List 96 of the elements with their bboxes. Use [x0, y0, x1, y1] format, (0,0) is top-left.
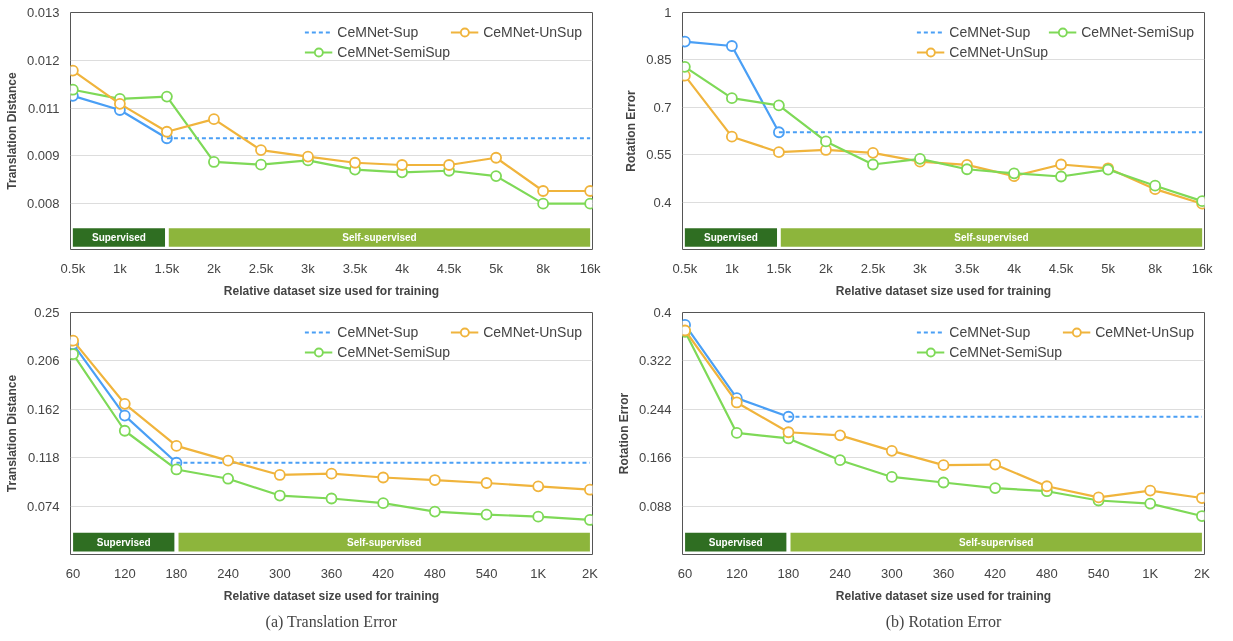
band-label: Self-supervised — [958, 536, 1034, 548]
x-tick-label: 180 — [165, 565, 188, 581]
y-axis-title: Rotation Error — [624, 90, 639, 172]
y-tick-label: 0.7 — [653, 99, 672, 115]
y-tick-label: 0.4 — [653, 305, 672, 320]
legend-label: CeMNet-UnSup — [1095, 324, 1194, 340]
x-tick-label: 480 — [1036, 565, 1058, 581]
y-tick-label: 0.55 — [646, 147, 672, 163]
x-tick-label: 120 — [113, 565, 136, 581]
y-tick-label: 0.162 — [26, 401, 60, 417]
x-tick-label: 3.5k — [342, 260, 368, 276]
x-tick-label: 2.5k — [248, 260, 274, 276]
x-tick-label: 3k — [301, 260, 316, 276]
x-tick-label: 420 — [372, 565, 395, 581]
y-tick-label: 0.118 — [27, 450, 60, 466]
x-tick-label: 0.5k — [60, 260, 86, 276]
text: (a) Translation Error — [265, 612, 398, 631]
band-label: Self-supervised — [342, 231, 417, 243]
x-tick-label: 1.5k — [766, 260, 792, 276]
y-tick-label: 0.25 — [34, 305, 60, 320]
x-tick-label: 3k — [913, 260, 928, 276]
y-tick-label: 0.166 — [638, 450, 672, 466]
x-tick-label: 2K — [1193, 565, 1211, 581]
legend-label: CeMNet-UnSup — [483, 24, 582, 40]
legend-label: CeMNet-SemiSup — [337, 344, 451, 360]
x-tick-label: 300 — [268, 565, 291, 581]
x-axis-title: Relative dataset size used for training — [223, 588, 440, 603]
x-tick-label: 2k — [819, 260, 834, 276]
legend-label: CeMNet-Sup — [949, 24, 1031, 40]
y-tick-label: 0.011 — [27, 100, 60, 116]
y-tick-label: 0.4 — [653, 194, 672, 210]
x-tick-label: 240 — [829, 565, 851, 581]
text: (b) Rotation Error — [885, 612, 1002, 631]
x-tick-label: 420 — [984, 565, 1007, 581]
x-tick-label: 1k — [725, 260, 740, 276]
x-tick-label: 60 — [65, 565, 81, 581]
x-tick-label: 8k — [1148, 260, 1163, 276]
x-tick-label: 540 — [475, 565, 498, 581]
x-tick-label: 4.5k — [1048, 260, 1074, 276]
x-tick-label: 2.5k — [860, 260, 886, 276]
legend-label: CeMNet-Sup — [337, 24, 419, 40]
y-tick-label: 0.322 — [638, 353, 672, 369]
legend-label: CeMNet-SemiSup — [949, 344, 1063, 360]
y-axis-title: Translation Distance — [4, 71, 19, 190]
x-tick-label: 180 — [777, 565, 800, 581]
x-tick-label: 16k — [1191, 260, 1214, 276]
y-tick-label: 0.013 — [26, 5, 60, 20]
y-tick-label: 0.85 — [646, 52, 672, 68]
band-label: Supervised — [96, 536, 151, 548]
band-label: Supervised — [91, 231, 146, 243]
x-axis-title: Relative dataset size used for training — [835, 588, 1052, 603]
x-tick-label: 3.5k — [954, 260, 980, 276]
band-label: Supervised — [703, 231, 758, 243]
x-axis-title: Relative dataset size used for training — [835, 283, 1052, 298]
y-tick-label: 0.009 — [26, 148, 60, 164]
legend-label: CeMNet-UnSup — [949, 44, 1049, 60]
y-tick-label: 1 — [664, 5, 672, 20]
y-tick-label: 0.244 — [638, 401, 672, 417]
legend-label: CeMNet-SemiSup — [1081, 24, 1194, 40]
x-tick-label: 480 — [424, 565, 446, 581]
x-tick-label: 16k — [579, 260, 602, 276]
y-tick-label: 0.088 — [638, 498, 672, 514]
legend-label: CeMNet-SemiSup — [337, 44, 451, 60]
x-axis-title: Relative dataset size used for training — [223, 283, 440, 298]
x-tick-label: 1k — [113, 260, 128, 276]
y-tick-label: 0.206 — [26, 353, 60, 369]
x-tick-label: 4.5k — [436, 260, 462, 276]
legend-label: CeMNet-Sup — [949, 324, 1031, 340]
y-axis-title: Translation Distance — [4, 374, 19, 493]
x-tick-label: 2k — [207, 260, 222, 276]
band-label: Supervised — [708, 536, 763, 548]
y-tick-label: 0.012 — [26, 52, 60, 68]
x-tick-label: 1K — [530, 565, 547, 581]
y-axis-title: Rotation Error — [616, 392, 631, 475]
legend-label: CeMNet-UnSup — [483, 324, 582, 340]
x-tick-label: 4k — [395, 260, 410, 276]
x-tick-label: 5k — [1101, 260, 1116, 276]
x-tick-label: 0.5k — [672, 260, 698, 276]
x-tick-label: 2K — [581, 565, 599, 581]
y-tick-label: 0.008 — [26, 196, 60, 212]
legend-label: CeMNet-Sup — [337, 324, 419, 340]
x-tick-label: 4k — [1007, 260, 1022, 276]
band-label: Self-supervised — [954, 231, 1029, 243]
y-tick-label: 0.074 — [26, 498, 60, 514]
x-tick-label: 240 — [217, 565, 239, 581]
x-tick-label: 120 — [725, 565, 748, 581]
x-tick-label: 540 — [1087, 565, 1110, 581]
band-label: Self-supervised — [346, 536, 422, 548]
x-tick-label: 8k — [536, 260, 551, 276]
x-tick-label: 60 — [677, 565, 693, 581]
x-tick-label: 5k — [489, 260, 504, 276]
x-tick-label: 360 — [320, 565, 343, 581]
x-tick-label: 1K — [1142, 565, 1159, 581]
x-tick-label: 1.5k — [154, 260, 180, 276]
x-tick-label: 300 — [880, 565, 903, 581]
x-tick-label: 360 — [932, 565, 955, 581]
